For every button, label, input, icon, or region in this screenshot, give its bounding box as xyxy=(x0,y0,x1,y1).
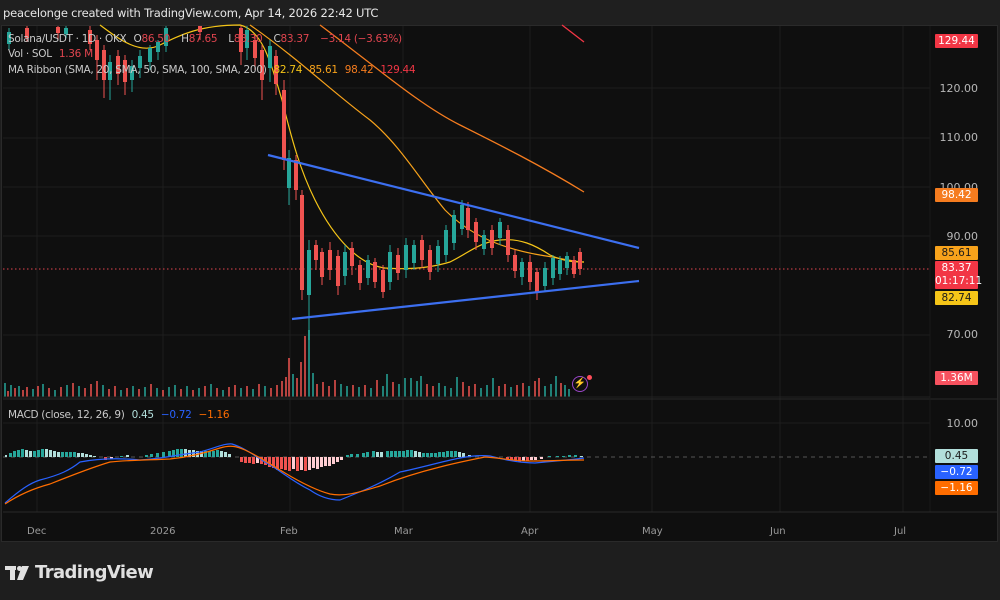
x-tick-feb: Feb xyxy=(280,526,298,537)
macd-hist-value: 0.45 xyxy=(131,409,154,421)
open-label: O xyxy=(133,33,142,45)
candlesticks xyxy=(7,26,582,340)
sma100-line xyxy=(319,24,585,193)
macd-signal-tag: −1.16 xyxy=(935,481,978,495)
tradingview-logo: TradingView xyxy=(5,562,154,583)
macd-y-tick-10: 10.00 xyxy=(946,417,979,430)
x-tick-2026: 2026 xyxy=(150,526,176,537)
macd-line-value: −0.72 xyxy=(160,409,192,421)
x-tick-dec: Dec xyxy=(27,526,47,537)
attribution-text: peacelonge created with TradingView.com,… xyxy=(3,6,379,20)
ma-ribbon-legend[interactable]: MA Ribbon (SMA, 20, SMA, 50, SMA, 100, S… xyxy=(8,64,419,76)
header-bar: peacelonge created with TradingView.com,… xyxy=(0,0,1000,25)
symbol-legend[interactable]: Solana/USDT · 1D · OKX O86.50 H87.65 L83… xyxy=(8,33,406,45)
lightning-alert-icon[interactable]: ⚡ xyxy=(572,376,588,392)
symbol-label: Solana/USDT · 1D · OKX xyxy=(8,33,127,45)
low-value: 83.30 xyxy=(233,33,263,45)
bar-countdown: 01:17:11 xyxy=(935,275,983,287)
sma20-price-tag: 82.74 xyxy=(935,291,978,305)
close-label: C xyxy=(273,33,281,45)
open-value: 86.50 xyxy=(141,33,171,45)
triangle-candles xyxy=(314,200,582,300)
y-tick-120: 120.00 xyxy=(939,82,979,95)
grid-lines xyxy=(3,26,930,512)
y-tick-110: 110.00 xyxy=(939,131,979,144)
y-tick-70: 70.00 xyxy=(946,328,979,341)
high-label: H xyxy=(181,33,189,45)
lower-trendline xyxy=(291,279,640,321)
macd-line-tag: −0.72 xyxy=(935,465,978,479)
macd-legend[interactable]: MACD (close, 12, 26, 9) 0.45 −0.72 −1.16 xyxy=(8,409,233,421)
change-value: −3.14 (−3.63%) xyxy=(320,33,402,45)
sma200-value: 129.44 xyxy=(380,64,416,76)
macd-label: MACD (close, 12, 26, 9) xyxy=(8,409,125,421)
high-value: 87.65 xyxy=(188,33,218,45)
volume-bars xyxy=(4,330,570,397)
sma50-value: 85.61 xyxy=(309,64,338,76)
y-tick-90: 90.00 xyxy=(946,230,979,243)
macd-line xyxy=(4,443,585,504)
last-price-tag: 83.37 01:17:11 xyxy=(935,261,983,289)
x-tick-mar: Mar xyxy=(394,526,413,537)
low-label: L xyxy=(228,33,234,45)
notification-dot-icon xyxy=(587,375,592,380)
tv-logo-icon xyxy=(5,565,29,580)
macd-signal-value: −1.16 xyxy=(198,409,230,421)
x-tick-may: May xyxy=(642,526,663,537)
sma200-price-tag: 129.44 xyxy=(935,34,978,48)
volume-price-tag: 1.36M xyxy=(935,371,978,385)
volume-legend[interactable]: Vol · SOL 1.36 M xyxy=(8,48,97,60)
sma200-line xyxy=(561,24,585,43)
volume-value: 1.36 M xyxy=(58,48,93,60)
macd-histogram xyxy=(5,449,583,471)
ma-ribbon-label: MA Ribbon (SMA, 20, SMA, 50, SMA, 100, S… xyxy=(8,64,267,76)
macd-hist-tag: 0.45 xyxy=(935,449,978,463)
x-tick-jul: Jul xyxy=(894,526,907,537)
x-tick-jun: Jun xyxy=(770,526,786,537)
signal-line xyxy=(4,445,585,505)
close-value: 83.37 xyxy=(280,33,310,45)
x-tick-apr: Apr xyxy=(521,526,539,537)
sma50-price-tag: 85.61 xyxy=(935,246,978,260)
sma100-price-tag: 98.42 xyxy=(935,188,978,202)
chart-frame[interactable] xyxy=(1,25,998,542)
volume-label: Vol · SOL xyxy=(8,48,52,60)
sma20-value: 82.74 xyxy=(273,64,303,76)
sma100-value: 98.42 xyxy=(344,64,374,76)
last-price-value: 83.37 xyxy=(941,262,972,274)
tradingview-brand: TradingView xyxy=(35,562,154,583)
upper-trendline xyxy=(267,153,640,250)
sma20-line xyxy=(99,24,585,270)
